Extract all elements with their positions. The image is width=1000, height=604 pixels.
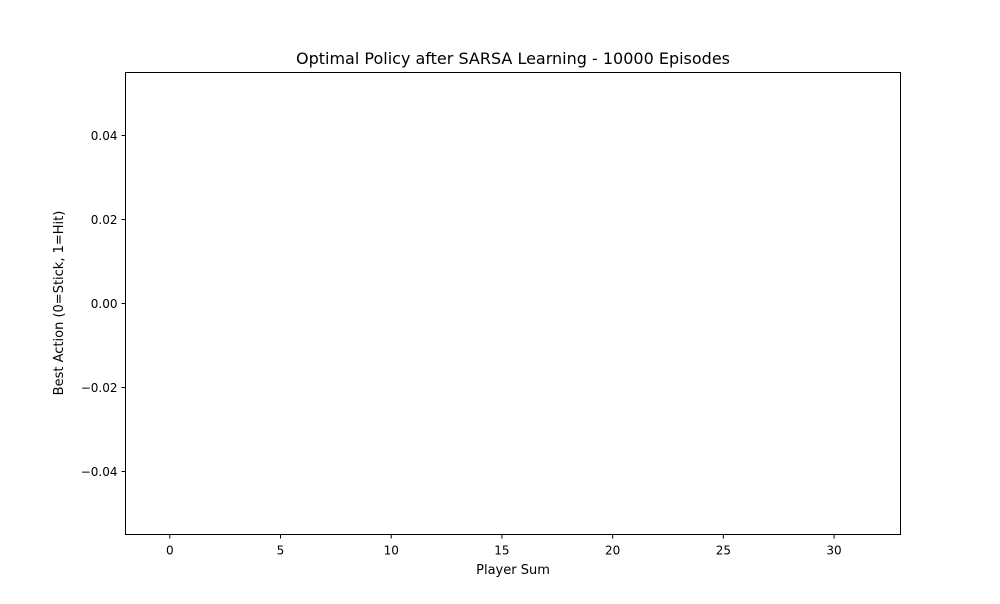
x-tick-label: 20 — [605, 544, 620, 558]
y-tick-label: 0.04 — [91, 129, 118, 143]
y-tick-label: −0.02 — [81, 381, 118, 395]
y-tick-label: 0.02 — [91, 213, 118, 227]
x-axis-label: Player Sum — [476, 563, 550, 578]
y-tick-label: −0.04 — [81, 465, 118, 479]
y-axis-ticks: 0.04 0.02 0.00 −0.02 −0.04 — [81, 129, 126, 479]
y-axis-label: Best Action (0=Stick, 1=Hit) — [52, 211, 67, 396]
plot-area-frame — [125, 72, 901, 535]
x-axis-ticks: 0 5 10 15 20 25 30 — [166, 534, 842, 558]
chart-title: Optimal Policy after SARSA Learning - 10… — [296, 49, 730, 68]
x-tick-label: 25 — [716, 544, 731, 558]
x-tick-label: 5 — [277, 544, 285, 558]
x-tick-label: 15 — [494, 544, 509, 558]
x-tick-label: 30 — [826, 544, 841, 558]
x-tick-label: 10 — [384, 544, 399, 558]
x-tick-label: 0 — [166, 544, 174, 558]
y-tick-label: 0.00 — [91, 297, 118, 311]
